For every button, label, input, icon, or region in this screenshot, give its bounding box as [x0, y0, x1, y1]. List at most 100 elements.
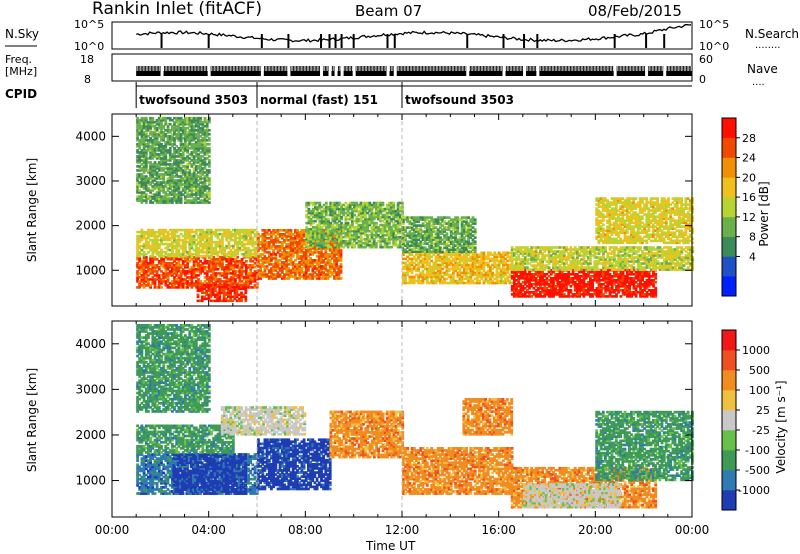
heatmap-cell: [166, 232, 170, 236]
heatmap-cell: [160, 248, 163, 252]
heatmap-cell: [436, 269, 440, 273]
heatmap-cell: [309, 259, 312, 262]
heatmap-cell: [280, 253, 284, 256]
heatmap-cell: [304, 253, 308, 256]
heatmap-cell: [454, 216, 457, 219]
heatmap-cell: [497, 261, 501, 265]
heatmap-cell: [324, 209, 328, 213]
heatmap-cell: [364, 219, 367, 223]
heatmap-cell: [207, 230, 211, 234]
heatmap-cell: [372, 213, 376, 217]
heatmap-cell: [460, 259, 464, 263]
heatmap-cell: [221, 240, 224, 244]
heatmap-cell: [149, 258, 152, 261]
heatmap-cell: [296, 247, 299, 250]
heatmap-cell: [339, 255, 343, 258]
heatmap-cell: [471, 251, 475, 255]
heatmap-cell: [480, 251, 484, 255]
heatmap-cell: [528, 291, 531, 294]
heatmap-cell: [377, 229, 380, 233]
heatmap-cell: [571, 281, 575, 284]
heatmap-cell: [346, 241, 350, 245]
heatmap-cell: [307, 259, 310, 262]
heatmap-cell: [162, 280, 166, 283]
heatmap-cell: [240, 228, 244, 232]
heatmap-cell: [231, 254, 235, 258]
heatmap-cell: [465, 265, 468, 269]
heatmap-cell: [314, 233, 317, 237]
heatmap-cell: [449, 232, 453, 235]
heatmap-cell: [138, 230, 142, 234]
heatmap-cell: [255, 250, 259, 254]
heatmap-cell: [240, 260, 244, 263]
heatmap-cell: [186, 280, 189, 283]
heatmap-cell: [348, 223, 352, 227]
heatmap-cell: [415, 218, 418, 221]
heatmap-cell: [573, 295, 577, 298]
heatmap-cell: [327, 213, 330, 217]
heatmap-cell: [283, 263, 286, 266]
heatmap-cell: [475, 267, 479, 271]
heatmap-cell: [221, 280, 224, 283]
heatmap-cell: [234, 254, 237, 258]
heatmap-cell: [309, 273, 312, 276]
heatmap-cell: [136, 280, 139, 283]
heatmap-cell: [425, 259, 429, 263]
heatmap-cell: [417, 261, 420, 265]
heatmap-cell: [160, 230, 163, 234]
heatmap-cell: [475, 261, 479, 265]
heatmap-cell: [567, 283, 571, 286]
heatmap-cell: [445, 232, 449, 235]
heatmap-cell: [404, 228, 407, 231]
heatmap-cell: [175, 262, 179, 265]
heatmap-cell: [210, 254, 213, 258]
heatmap-cell: [328, 271, 332, 274]
heatmap-cell: [495, 267, 499, 271]
heatmap-cell: [543, 287, 547, 290]
heatmap-cell: [401, 201, 404, 205]
heatmap-cell: [333, 207, 337, 211]
heatmap-cell: [526, 275, 529, 278]
heatmap-cell: [482, 259, 486, 263]
heatmap-cell: [359, 237, 363, 241]
heatmap-cell: [157, 262, 161, 265]
heatmap-cell: [428, 226, 431, 229]
heatmap-cell: [406, 271, 410, 275]
heatmap-cell: [224, 293, 228, 297]
heatmap-cell: [493, 251, 497, 255]
heatmap-cell: [190, 252, 194, 256]
heatmap-cell: [153, 236, 157, 240]
heatmap-cell: [383, 245, 387, 249]
heatmap-cell: [471, 238, 475, 241]
heatmap-cell: [480, 257, 484, 261]
heatmap-cell: [307, 227, 311, 231]
heatmap-cell: [366, 211, 369, 215]
heatmap-cell: [314, 237, 317, 241]
heatmap-cell: [171, 264, 174, 267]
heatmap-cell: [294, 247, 297, 250]
heatmap-cell: [326, 271, 330, 274]
heatmap-cell: [267, 259, 271, 262]
heatmap-cell: [203, 291, 206, 295]
heatmap-cell: [151, 246, 155, 250]
heatmap-cell: [300, 255, 304, 258]
heatmap-cell: [428, 234, 431, 237]
heatmap-cell: [136, 234, 139, 238]
heatmap-cell: [552, 270, 555, 274]
heatmap-cell: [447, 238, 451, 241]
heatmap-cell: [408, 234, 412, 237]
heatmap-cell: [419, 226, 423, 229]
heatmap-cell: [560, 279, 564, 282]
heatmap-cell: [473, 250, 477, 253]
heatmap-cell: [318, 243, 322, 247]
heatmap-cell: [200, 295, 204, 299]
heatmap-cell: [166, 286, 170, 289]
heatmap-cell: [274, 277, 278, 280]
heatmap-cell: [138, 260, 142, 263]
heatmap-cell: [571, 277, 575, 280]
heatmap-cell: [473, 228, 477, 231]
heatmap-cell: [456, 222, 460, 225]
heatmap-cell: [340, 243, 343, 247]
heatmap-cell: [565, 273, 568, 276]
heatmap-cell: [324, 253, 328, 256]
